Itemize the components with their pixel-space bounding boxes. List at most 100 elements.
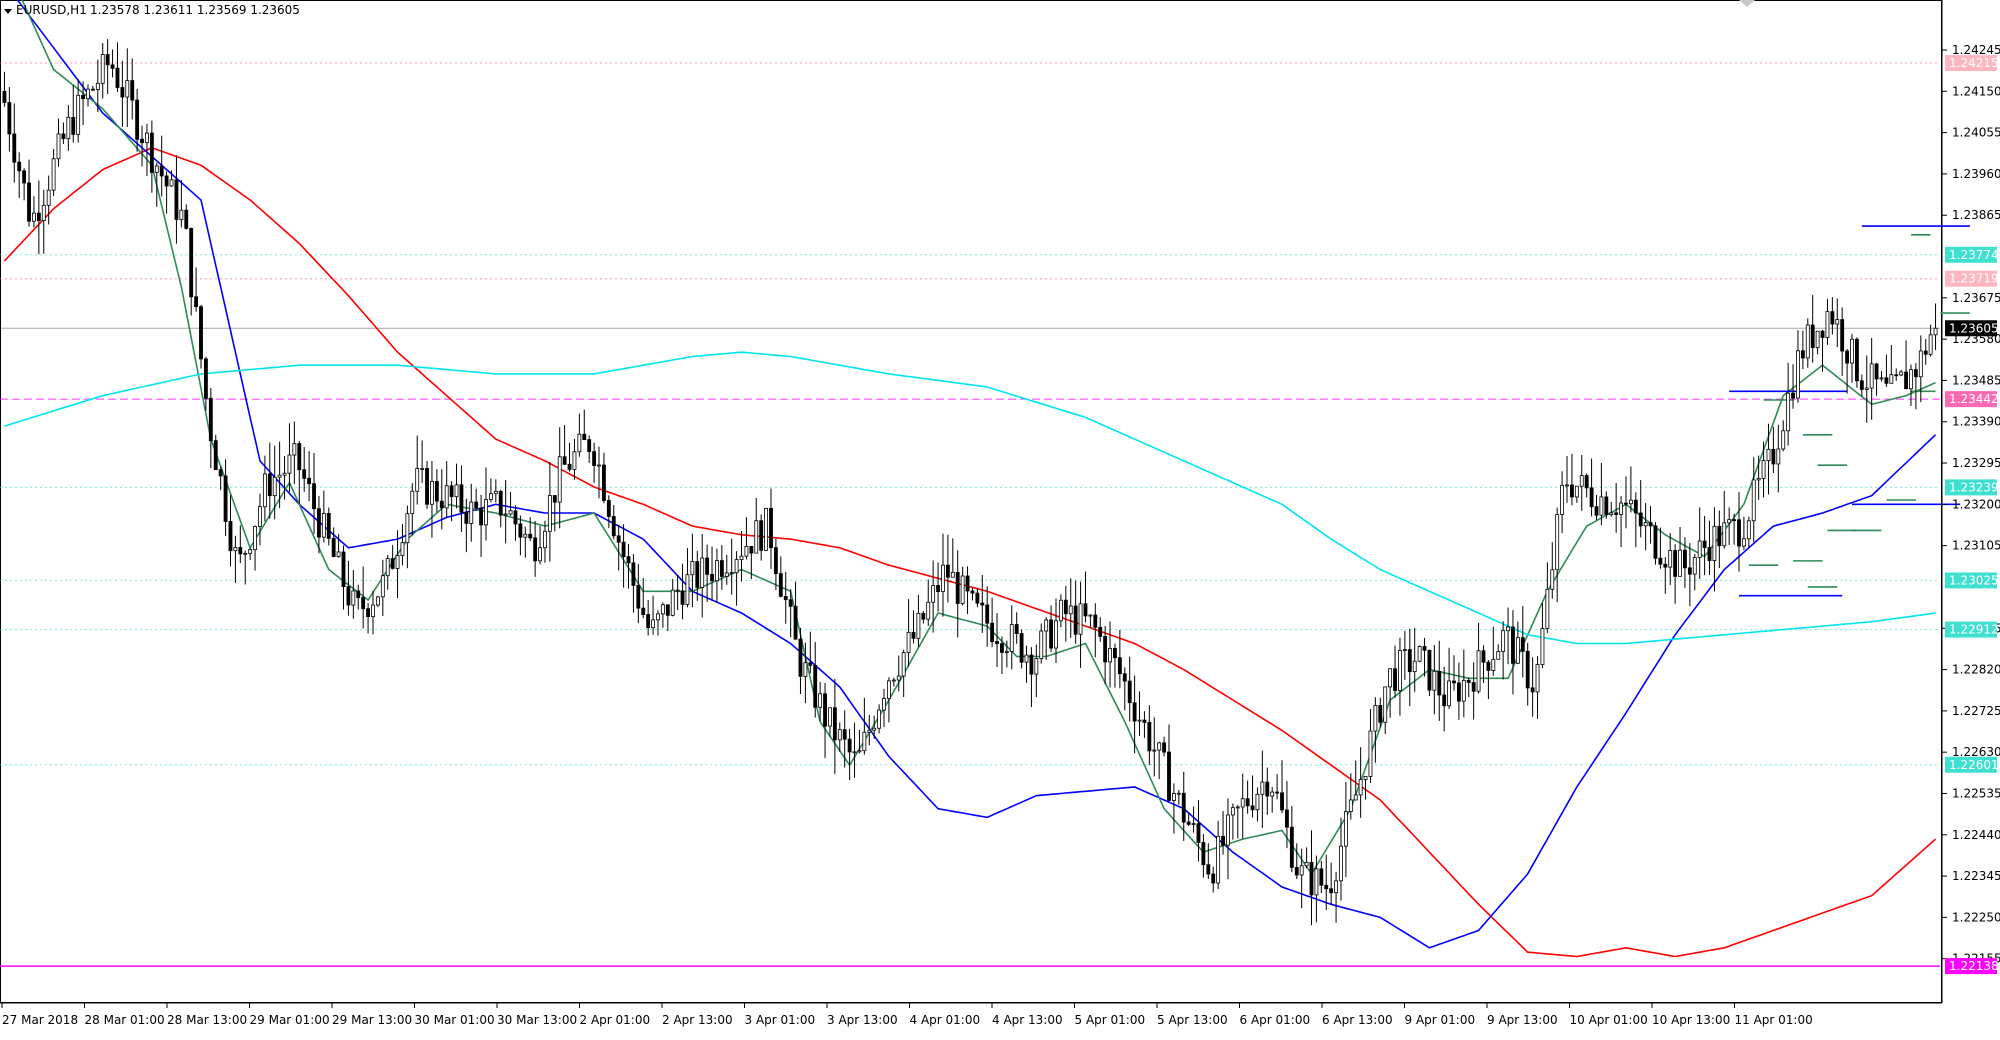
candle <box>872 715 877 739</box>
candle <box>513 505 518 541</box>
candle-body <box>159 165 164 177</box>
candle <box>326 507 331 546</box>
candle-body <box>434 481 439 502</box>
candle <box>641 578 646 619</box>
candle <box>1098 617 1103 642</box>
x-tick-label: 3 Apr 01:00 <box>745 1013 816 1027</box>
candle <box>474 488 479 512</box>
candle <box>154 162 159 207</box>
candle <box>194 267 199 312</box>
y-tick-label: 1.23390 <box>1952 415 2000 429</box>
candle-body <box>1412 660 1417 673</box>
candle <box>208 387 213 469</box>
candle-body <box>1270 791 1275 797</box>
candle-body <box>484 499 488 526</box>
candle-body <box>1461 679 1466 702</box>
x-tick-label: 4 Apr 13:00 <box>992 1013 1063 1027</box>
candle-body <box>1594 506 1599 516</box>
candle-body <box>1535 664 1540 693</box>
scroll-marker-icon[interactable] <box>1739 0 1755 7</box>
candle <box>1771 426 1776 473</box>
candle <box>538 526 542 565</box>
candle-body <box>203 358 208 399</box>
candle-body <box>670 589 675 616</box>
candle <box>1663 557 1668 594</box>
candle <box>1766 423 1771 495</box>
candle <box>1560 471 1565 534</box>
candle <box>1697 507 1702 579</box>
candle <box>852 722 857 778</box>
candle-body <box>71 116 76 135</box>
candle <box>1643 503 1648 551</box>
candle <box>1324 854 1329 910</box>
candle-body <box>656 613 660 621</box>
candle-body <box>282 472 287 476</box>
candle <box>1378 697 1383 728</box>
candle-body <box>17 161 22 172</box>
candle-body <box>1373 705 1378 732</box>
candle <box>1628 466 1633 513</box>
x-tick-label: 30 Mar 13:00 <box>497 1013 577 1027</box>
x-tick-label: 11 Apr 01:00 <box>1735 1013 1813 1027</box>
candle <box>1339 817 1343 901</box>
candle <box>110 49 115 78</box>
candle-body <box>1648 522 1653 527</box>
candle-body <box>1599 496 1604 516</box>
candle <box>518 515 523 556</box>
candle-body <box>744 546 749 557</box>
candle <box>1122 667 1127 711</box>
candle <box>1550 542 1555 599</box>
candle-body <box>115 67 120 88</box>
candle <box>1869 337 1874 420</box>
candle-body <box>788 599 793 607</box>
candle <box>690 533 695 608</box>
candle <box>1638 479 1643 538</box>
candle <box>636 564 641 624</box>
candle <box>317 495 321 554</box>
candle-body <box>896 675 901 681</box>
candle-body <box>346 586 351 606</box>
candle-body <box>1741 538 1746 547</box>
candle-body <box>1840 319 1845 352</box>
candle-body <box>1191 823 1196 826</box>
candle-body <box>1702 540 1707 548</box>
candle-body <box>27 182 31 222</box>
x-tick-label: 10 Apr 13:00 <box>1652 1013 1730 1027</box>
candle <box>602 452 606 504</box>
candle <box>2 71 7 107</box>
candle-body <box>253 526 257 551</box>
candle-body <box>1171 793 1176 801</box>
candle-body <box>179 209 184 220</box>
candle <box>1589 458 1594 517</box>
y-tick-label: 1.23105 <box>1952 539 2000 553</box>
candle-body <box>474 501 479 509</box>
candle <box>1137 691 1142 736</box>
candle-body <box>90 88 95 91</box>
x-tick-label: 27 Mar 2018 <box>2 1013 78 1027</box>
candle <box>51 148 56 197</box>
candle <box>528 517 533 542</box>
candle-body <box>985 604 990 624</box>
candle <box>557 427 562 529</box>
candle <box>1732 513 1737 545</box>
candle <box>1515 621 1520 664</box>
candle-body <box>1913 369 1918 378</box>
candle-body <box>1555 514 1560 571</box>
candle <box>670 578 675 617</box>
candle <box>1825 298 1830 345</box>
candle-body <box>1304 861 1309 867</box>
candle-body <box>660 604 665 615</box>
candle <box>1034 644 1039 698</box>
dropdown-arrow-icon[interactable] <box>4 9 12 14</box>
candle-body <box>321 513 326 538</box>
candle-body <box>189 227 194 298</box>
candle-body <box>769 507 773 549</box>
x-tick-label: 28 Mar 01:00 <box>85 1013 165 1027</box>
moving-average-line <box>21 0 1936 876</box>
candle-body <box>1628 499 1633 505</box>
price-tag-label: 1.22138 <box>1949 959 1999 973</box>
price-tag-label: 1.23025 <box>1949 573 1999 587</box>
candle-body <box>1039 630 1044 659</box>
